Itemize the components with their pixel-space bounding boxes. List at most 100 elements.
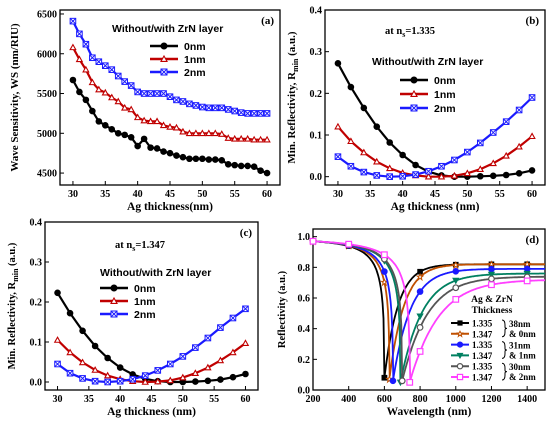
legend-brace [501, 319, 508, 338]
y-tick-label: 0.6 [298, 294, 311, 305]
legend-label: 1.335 [472, 340, 493, 350]
y-tick-label: 0.2 [310, 89, 323, 100]
data-point [173, 96, 180, 104]
x-tick-label: 50 [462, 189, 472, 200]
data-point [334, 153, 342, 160]
data-point [230, 134, 239, 142]
data-point [54, 289, 61, 297]
data-point [179, 353, 187, 360]
data-point [159, 121, 168, 129]
data-point [127, 105, 135, 113]
data-point [523, 277, 531, 285]
series-line [336, 62, 533, 178]
data-point [91, 342, 99, 350]
data-point [120, 103, 129, 111]
y-tick-label: 0.0 [298, 386, 311, 397]
data-point [179, 98, 187, 105]
y-tick-label: 0.8 [298, 263, 311, 274]
data-point [185, 129, 194, 137]
legend-marker [110, 310, 118, 318]
legend-marker [456, 352, 464, 360]
legend-marker [110, 296, 118, 304]
data-point [146, 117, 155, 125]
panel-3: 200 400 600 800 1000 1200 1400 0.0 0.2 0.4 0.6 0.8 1… [277, 228, 546, 418]
series-2nm [69, 17, 271, 117]
data-point [360, 104, 368, 112]
data-point [218, 157, 226, 164]
data-point [360, 168, 368, 176]
y-tick-label: 0.1 [30, 338, 43, 349]
series-line [56, 307, 247, 384]
legend-marker [455, 330, 465, 338]
data-point [69, 43, 77, 51]
legend-label: 1.347 [472, 329, 493, 339]
x-tick-label: 45 [147, 394, 157, 405]
legend-marker [456, 363, 464, 370]
data-point [53, 336, 62, 343]
y-tick-label: 0.3 [310, 47, 323, 58]
data-point [231, 107, 239, 115]
panel-0: 30 35 40 45 50 55 60 4500 5000 5500 6000 6500 Ag thi… [9, 9, 281, 213]
x-tick-label: 45 [165, 189, 175, 200]
data-point [229, 348, 237, 356]
data-point [334, 60, 342, 67]
legend-group-label: & 0nm [509, 329, 536, 339]
data-point [95, 58, 103, 66]
series-line [56, 292, 246, 384]
data-point [360, 148, 368, 156]
data-point [101, 122, 109, 129]
x-tick-label: 800 [413, 394, 428, 405]
data-point [66, 309, 74, 317]
x-tick-label: 30 [333, 189, 343, 200]
y-tick-label: 1.0 [298, 232, 311, 243]
x-axis-label: Ag thickness(nm) [127, 201, 213, 213]
x-tick-label: 400 [341, 394, 356, 405]
data-point [127, 133, 135, 141]
legend-label: 1.347 [472, 351, 493, 361]
data-point [198, 129, 207, 137]
data-point [381, 268, 388, 275]
x-tick-label: 50 [197, 189, 207, 200]
data-point [489, 129, 497, 136]
legend-marker [410, 89, 418, 97]
y-tick-label: 0.4 [310, 6, 323, 17]
data-point [134, 88, 141, 96]
data-point [224, 134, 232, 141]
data-point [172, 123, 181, 131]
series-0nm [69, 76, 271, 177]
data-point [237, 134, 245, 142]
legend-label: 0nm [434, 75, 456, 87]
annotation: Without/with ZrN layer [112, 23, 223, 35]
data-point [502, 171, 510, 179]
data-point [104, 354, 111, 362]
data-point [347, 162, 355, 170]
legend-label: 1nm [434, 89, 456, 101]
series-0nm [54, 289, 249, 386]
data-point [192, 378, 199, 385]
y-tick-label: 0.3 [30, 258, 43, 269]
y-tick-label: 5500 [37, 89, 57, 100]
y-tick-label: 6000 [37, 49, 57, 60]
data-point [204, 334, 212, 342]
x-tick-label: 35 [84, 394, 94, 405]
data-point [489, 172, 497, 180]
data-point [166, 376, 175, 384]
data-point [242, 370, 249, 378]
data-point [66, 348, 74, 356]
data-point [211, 129, 220, 137]
y-tick-label: 0.0 [310, 172, 323, 183]
data-point [502, 118, 510, 125]
data-point [82, 65, 90, 73]
condition-label: at ns=1.347 [115, 240, 165, 253]
x-tick-label: 50 [178, 394, 188, 405]
data-point [263, 169, 271, 177]
data-point [160, 90, 167, 97]
data-point [199, 103, 206, 111]
legend-label: 1nm [184, 54, 206, 66]
data-point [153, 90, 161, 97]
data-point [166, 360, 174, 368]
data-point [140, 116, 148, 124]
data-point [385, 164, 394, 172]
data-point [134, 142, 141, 150]
data-point [154, 367, 162, 374]
